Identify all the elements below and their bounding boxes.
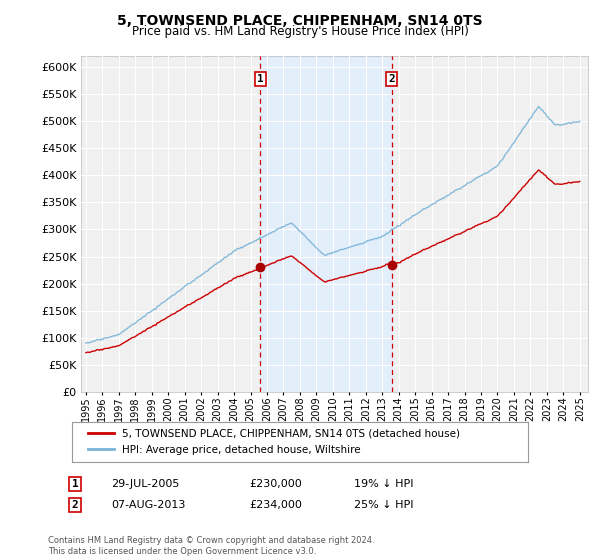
Text: Price paid vs. HM Land Registry's House Price Index (HPI): Price paid vs. HM Land Registry's House … bbox=[131, 25, 469, 38]
Text: 2: 2 bbox=[388, 74, 395, 84]
Text: 07-AUG-2013: 07-AUG-2013 bbox=[111, 500, 185, 510]
Text: 2: 2 bbox=[71, 500, 79, 510]
Text: 25% ↓ HPI: 25% ↓ HPI bbox=[354, 500, 413, 510]
Text: Contains HM Land Registry data © Crown copyright and database right 2024.
This d: Contains HM Land Registry data © Crown c… bbox=[48, 536, 374, 556]
Text: 5, TOWNSEND PLACE, CHIPPENHAM, SN14 0TS: 5, TOWNSEND PLACE, CHIPPENHAM, SN14 0TS bbox=[117, 14, 483, 28]
Text: 19% ↓ HPI: 19% ↓ HPI bbox=[354, 479, 413, 489]
Text: 1: 1 bbox=[257, 74, 263, 84]
Text: £234,000: £234,000 bbox=[249, 500, 302, 510]
Text: 1: 1 bbox=[71, 479, 79, 489]
Legend: 5, TOWNSEND PLACE, CHIPPENHAM, SN14 0TS (detached house), HPI: Average price, de: 5, TOWNSEND PLACE, CHIPPENHAM, SN14 0TS … bbox=[82, 423, 467, 461]
Text: £230,000: £230,000 bbox=[249, 479, 302, 489]
Text: 29-JUL-2005: 29-JUL-2005 bbox=[111, 479, 179, 489]
Bar bbox=[260, 56, 392, 392]
